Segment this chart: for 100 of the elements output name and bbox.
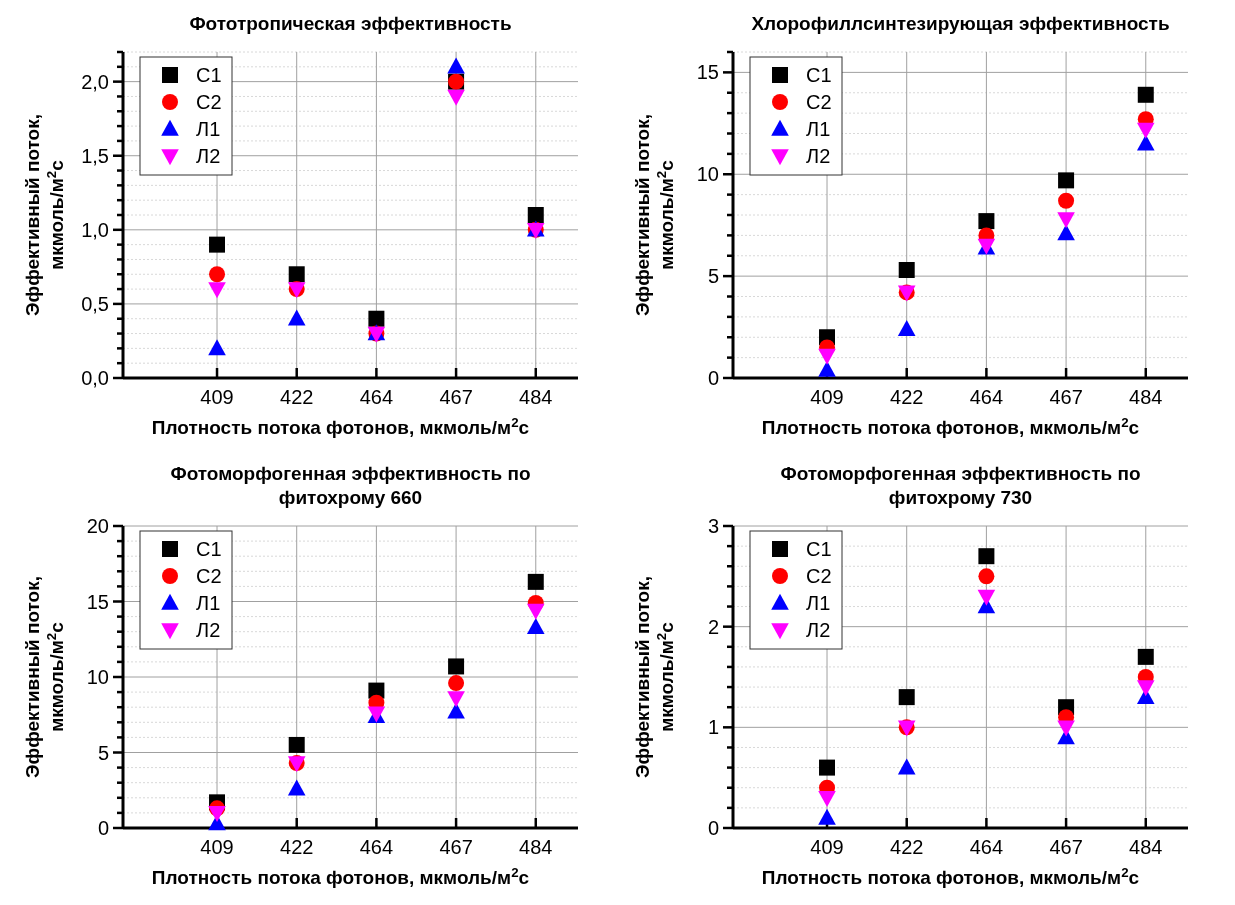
point [288,736,305,753]
legend-label: Л1 [806,592,831,614]
legend-label: Л2 [806,619,831,641]
legend-label: С1 [806,64,832,86]
legend-label: С2 [806,91,832,113]
point [818,348,836,365]
x-tick-label: 467 [439,836,473,858]
x-tick-label: 467 [439,386,473,408]
point [368,310,385,327]
y-tick-label: 3 [707,515,719,537]
point [527,207,544,223]
x-tick-label: 422 [280,836,314,858]
point [898,262,915,279]
point [978,213,995,230]
x-tick-label: 409 [810,836,844,858]
y-tick-label: 0 [707,367,719,389]
point [208,339,226,356]
point [818,808,836,825]
x-tick-label: 422 [890,836,924,858]
legend-label: Л1 [806,118,831,140]
point [1058,192,1075,209]
point [447,57,465,74]
x-tick-label: 409 [810,386,844,408]
legend-label: С2 [196,91,222,113]
point [978,548,995,565]
y-tick-label: 5 [97,741,109,764]
legend-label: С1 [196,538,222,560]
legend-label: Л2 [196,619,221,641]
point [526,603,545,620]
x-tick-label: 464 [359,386,394,408]
point [287,309,306,326]
x-tick-label: 467 [1049,836,1083,858]
legend-label: Л2 [196,145,221,167]
y-tick-label: 0,0 [81,367,109,389]
x-tick-label: 484 [519,836,553,858]
y-tick-label: 2 [707,615,719,638]
legend-label: С1 [806,538,832,560]
point [448,675,465,692]
x-axis-title: Плотность потока фотонов, мкмоль/м$^{2}$с [761,414,1140,438]
y-tick-label: 2,0 [81,70,109,93]
x-axis-title: Плотность потока фотонов, мкмоль/м$^{2}$с [761,864,1140,888]
y-tick-label: 0 [97,817,109,839]
point [1057,720,1075,737]
legend-label: Л1 [196,118,221,140]
point [1137,86,1154,103]
point [977,589,996,606]
point [1057,224,1075,241]
x-tick-label: 484 [519,386,553,408]
point [288,266,305,283]
y-tick-label: 1,5 [81,144,109,167]
point [208,806,226,823]
point [819,759,836,776]
x-tick-label: 409 [200,836,234,858]
point [527,573,544,590]
point [897,758,916,775]
y-tick-label: 1,0 [81,218,109,241]
y-tick-label: 15 [696,61,719,84]
legend-label: С2 [806,565,832,587]
point [818,791,836,807]
point [1136,680,1155,697]
point [897,319,916,336]
y-tick-label: 10 [696,163,719,186]
point [447,89,465,106]
point [209,266,226,283]
chart-title: Фотоморфогенная эффективность по фитохрому 730 [780,463,1141,508]
legend-label: Л1 [196,592,221,614]
x-axis-title: Плотность потока фотонов, мкмоль/м$^{2}$с [151,864,530,888]
x-tick-label: 484 [1129,386,1163,408]
x-tick-label: 409 [200,386,234,408]
point [287,779,306,796]
chart-title: Фототропическая эффективность [189,13,512,34]
legend-label: С1 [196,64,222,86]
x-axis-title: Плотность потока фотонов, мкмоль/м$^{2}$с [151,414,530,438]
point [1057,212,1075,229]
y-tick-label: 1 [707,716,719,739]
point [447,702,465,719]
point [448,658,465,675]
point [1137,648,1154,665]
point [1136,122,1155,139]
y-tick-label: 10 [86,666,109,688]
y-tick-label: 20 [86,515,109,537]
legend-label: Л2 [806,145,831,167]
chart-title: Фотоморфогенная эффективность по фитохрому 660 [170,463,531,508]
point [447,691,465,708]
y-tick-label: 0,5 [81,292,109,315]
point [818,360,836,377]
y-tick-label: 5 [707,265,719,288]
point [1058,172,1075,189]
point [1136,134,1155,151]
x-tick-label: 464 [969,386,1004,408]
point [978,568,995,585]
chart-title: Хлорофиллсинтезирующая эффективность [751,13,1170,34]
x-tick-label: 422 [280,386,314,408]
x-tick-label: 467 [1049,386,1083,408]
point [208,282,226,299]
x-tick-label: 464 [359,836,394,858]
x-tick-label: 484 [1129,836,1163,858]
point [209,236,226,253]
x-tick-label: 422 [890,386,924,408]
legend-label: С2 [196,565,222,587]
